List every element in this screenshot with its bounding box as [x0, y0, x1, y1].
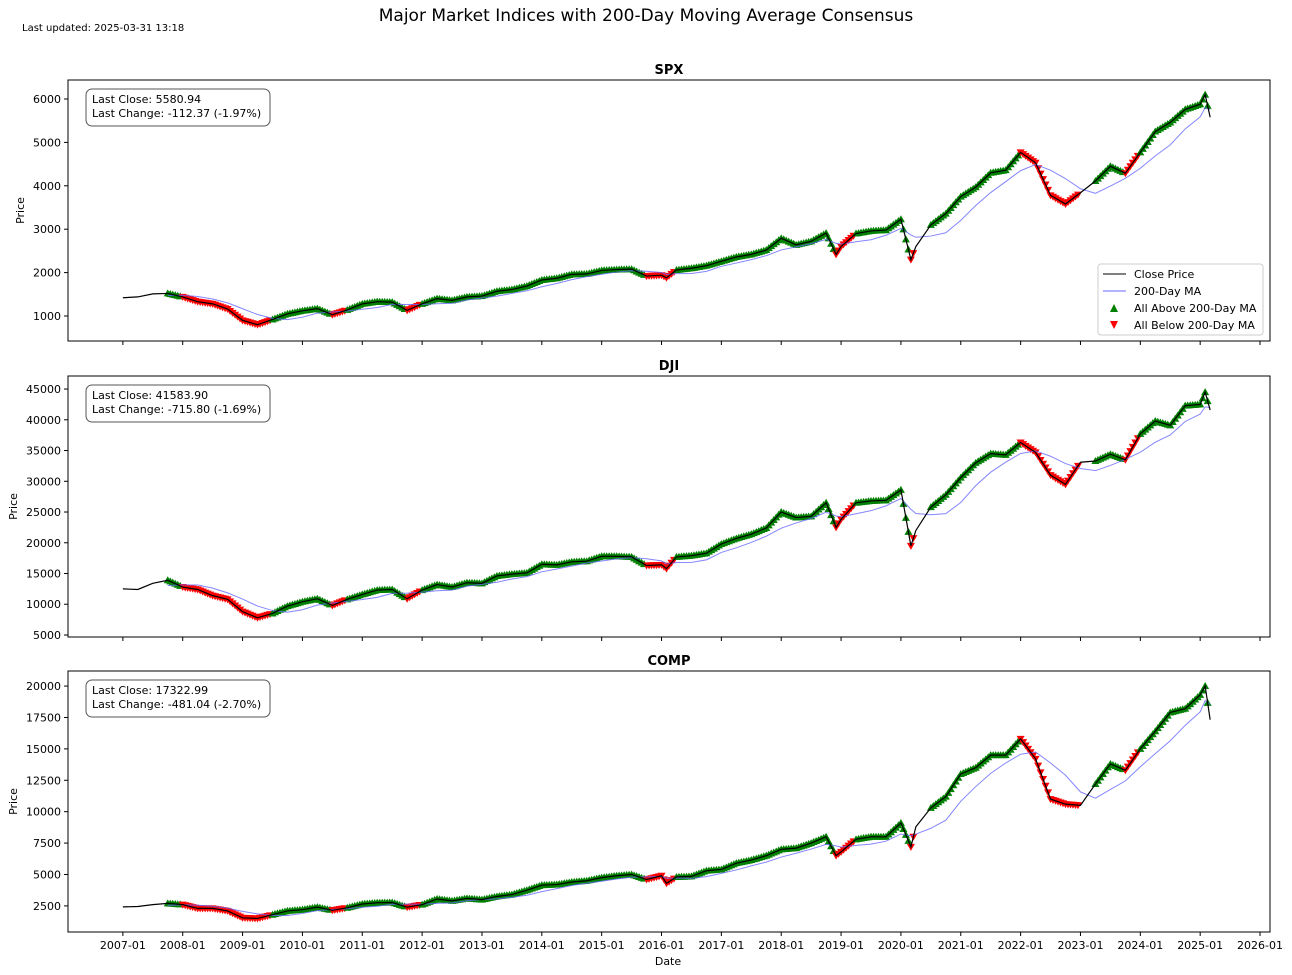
consensus-markers [163, 388, 1212, 622]
x-tick-label: 2010-01 [279, 939, 325, 952]
y-axis-label: Price [7, 493, 20, 520]
plot-frame [67, 375, 1271, 638]
plot-frame [67, 79, 1271, 342]
below-marker [906, 542, 915, 550]
y-tick-label: 12500 [26, 774, 61, 787]
x-tick-label: 2013-01 [459, 939, 505, 952]
last-change: Last Change: -715.80 (-1.69%) [92, 403, 261, 416]
y-tick-label: 30000 [26, 475, 61, 488]
y-axis-label: Price [14, 197, 27, 224]
legend: Close Price 200-Day MA All Above 200-Day M… [1097, 263, 1264, 336]
info-box-frame [85, 384, 271, 423]
plot-frame [67, 670, 1271, 933]
x-tick-label: 2023-01 [1057, 939, 1103, 952]
x-tick-label: 2022-01 [998, 939, 1044, 952]
x-tick-label: 2015-01 [579, 939, 625, 952]
y-tick-label: 10000 [26, 598, 61, 611]
y-tick-label: 4000 [33, 180, 61, 193]
last-close: Last Close: 5580.94 [92, 93, 201, 106]
y-tick-label: 2500 [33, 900, 61, 913]
x-tick-label: 2018-01 [758, 939, 804, 952]
close-price-line [122, 92, 1211, 326]
ma-line [167, 406, 1211, 613]
y-tick-label: 5000 [33, 136, 61, 149]
legend-above-icon [1110, 304, 1118, 312]
x-tick-label: 2008-01 [160, 939, 206, 952]
y-tick-label: 1000 [33, 310, 61, 323]
y-tick-label: 3000 [33, 223, 61, 236]
panel-comp: COMP Price 2500 5000 7500 10000 12500 15000 1750… [7, 654, 1283, 952]
panel-title: COMP [647, 654, 690, 669]
y-tick-label: 25000 [26, 506, 61, 519]
legend-item: Close Price [1134, 268, 1195, 281]
x-tick-label: 2020-01 [878, 939, 924, 952]
x-tick-label: 2017-01 [698, 939, 744, 952]
y-tick-label: 20000 [26, 680, 61, 693]
legend-item: 200-Day MA [1134, 285, 1202, 298]
x-tick-label: 2016-01 [639, 939, 685, 952]
panel-title: SPX [655, 63, 684, 78]
y-tick-label: 45000 [26, 383, 61, 396]
panel-spx: SPX Price 1000 2000 3000 4000 5000 6000 Last Clo… [14, 63, 1271, 345]
x-tick-label: 2021-01 [938, 939, 984, 952]
x-tick-label: 2009-01 [220, 939, 266, 952]
y-tick-label: 7500 [33, 837, 61, 850]
y-tick-label: 5000 [33, 629, 61, 642]
panel-title: DJI [659, 359, 679, 374]
info-box-frame [85, 679, 271, 718]
y-tick-label: 2000 [33, 267, 61, 280]
legend-item: All Above 200-Day MA [1134, 302, 1257, 315]
x-tick-label: 2011-01 [339, 939, 385, 952]
legend-below-icon [1110, 321, 1118, 329]
y-tick-label: 5000 [33, 868, 61, 881]
y-tick-label: 10000 [26, 806, 61, 819]
last-change: Last Change: -481.04 (-2.70%) [92, 698, 261, 711]
x-tick-label: 2019-01 [818, 939, 864, 952]
x-tick-label: 2025-01 [1177, 939, 1223, 952]
y-tick-label: 20000 [26, 537, 61, 550]
x-tick-label: 2014-01 [519, 939, 565, 952]
x-axis-label: Date [655, 955, 682, 968]
legend-item: All Below 200-Day MA [1134, 319, 1255, 332]
ma-line [167, 699, 1211, 916]
last-close: Last Close: 17322.99 [92, 684, 208, 697]
panel-dji: DJI Price 5000 10000 15000 20000 25000 30000 350… [7, 359, 1271, 642]
y-tick-label: 35000 [26, 445, 61, 458]
last-close: Last Close: 41583.90 [92, 389, 208, 402]
info-box-frame [85, 88, 271, 127]
x-tick-label: 2026-01 [1237, 939, 1283, 952]
y-tick-label: 15000 [26, 568, 61, 581]
consensus-markers [163, 682, 1212, 923]
last-change: Last Change: -112.37 (-1.97%) [92, 107, 261, 120]
x-tick-label: 2012-01 [399, 939, 445, 952]
y-axis-label: Price [7, 788, 20, 815]
x-tick-label: 2007-01 [100, 939, 146, 952]
y-tick-label: 17500 [26, 711, 61, 724]
legend-frame [1097, 263, 1264, 336]
y-tick-label: 15000 [26, 743, 61, 756]
x-tick-label: 2024-01 [1117, 939, 1163, 952]
figure-title: Major Market Indices with 200-Day Moving… [379, 6, 914, 26]
consensus-markers [163, 90, 1212, 329]
close-price-line [122, 390, 1211, 619]
y-tick-label: 40000 [26, 414, 61, 427]
close-price-line [122, 684, 1211, 920]
ma-line [167, 107, 1211, 321]
y-tick-label: 6000 [33, 93, 61, 106]
last-updated: Last updated: 2025-03-31 13:18 [22, 23, 184, 34]
